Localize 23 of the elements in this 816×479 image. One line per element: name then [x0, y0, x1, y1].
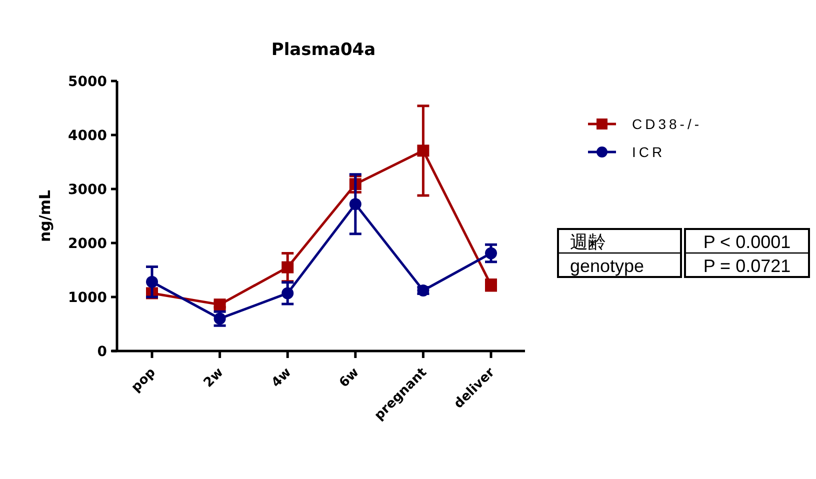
- y-tick-label: 4000: [68, 128, 108, 144]
- y-tick-label: 1000: [68, 290, 108, 306]
- legend-label: ICR: [632, 144, 666, 160]
- text: P = 0.0721: [703, 256, 791, 276]
- y-tick-label: 0: [97, 344, 108, 360]
- point: [282, 261, 294, 274]
- x-tick-label: 6w: [336, 365, 362, 391]
- legend-label: CD38-/-: [632, 116, 702, 132]
- point: [214, 298, 226, 311]
- text: genotype: [570, 256, 644, 276]
- point: [417, 144, 430, 157]
- chart-title: Plasma04a: [271, 40, 376, 60]
- y-axis-title: ng/mL: [36, 190, 54, 242]
- text: P < 0.0001: [703, 232, 791, 252]
- x-tick-label: 2w: [201, 365, 227, 391]
- x-tick-label: 4w: [268, 365, 294, 391]
- y-tick-label: 2000: [68, 236, 108, 252]
- y-tick-label: 3000: [68, 182, 108, 198]
- point: [282, 287, 294, 300]
- point: [146, 276, 158, 288]
- y-tick-label: 5000: [68, 74, 108, 90]
- text: 週齢: [570, 232, 606, 252]
- point: [349, 198, 362, 210]
